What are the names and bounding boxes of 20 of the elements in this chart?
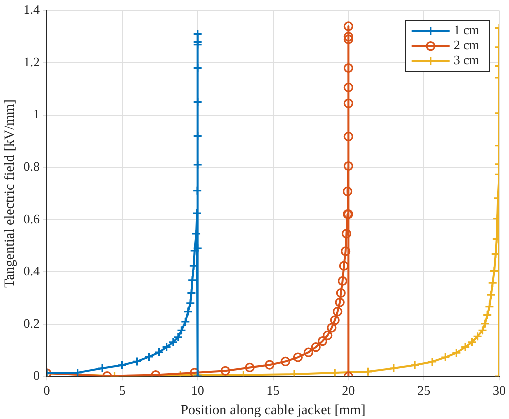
y-tick-label: 0.6 — [24, 211, 41, 226]
legend-label: 3 cm — [454, 52, 480, 68]
y-axis-title: Tangential electric field [kV/mm] — [3, 100, 18, 288]
legend-label: 2 cm — [454, 38, 480, 53]
x-tick-label: 30 — [493, 382, 506, 398]
y-tick-label: 0.2 — [24, 316, 40, 331]
y-tick-label: 1 — [34, 106, 40, 122]
legend-label: 1 cm — [454, 22, 480, 38]
y-tick-label: 0.8 — [24, 158, 40, 174]
y-tick-label: 1.2 — [24, 54, 40, 70]
x-axis-title: Position along cable jacket [mm] — [180, 403, 366, 418]
x-tick-label: 15 — [266, 382, 280, 398]
y-tick-label: 0 — [34, 368, 40, 384]
x-tick-label: 0 — [44, 382, 50, 398]
y-tick-label: 1.4 — [24, 2, 41, 18]
x-tick-label: 5 — [119, 382, 126, 398]
x-tick-label: 10 — [191, 382, 204, 398]
x-tick-label: 25 — [418, 382, 431, 398]
x-tick-label: 20 — [342, 382, 356, 398]
y-tick-label: 0.4 — [24, 264, 41, 279]
